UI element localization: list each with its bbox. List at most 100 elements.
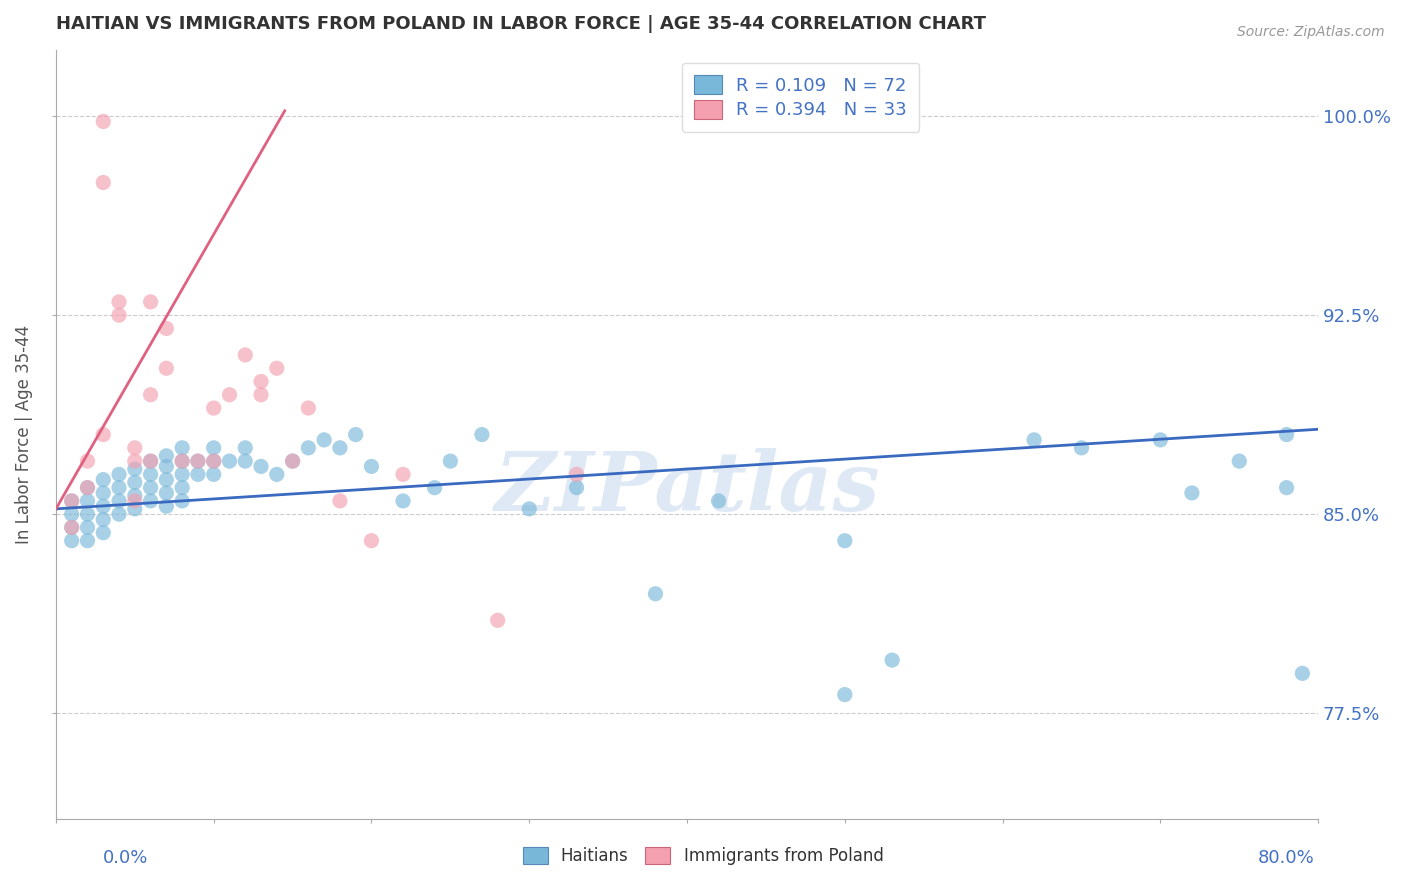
Point xyxy=(76,520,98,534)
Point xyxy=(108,308,131,322)
Point xyxy=(644,587,666,601)
Point xyxy=(155,500,177,514)
Point xyxy=(155,449,177,463)
Point xyxy=(76,494,98,508)
Point xyxy=(882,653,904,667)
Point xyxy=(172,467,194,482)
Point xyxy=(1275,481,1298,495)
Point xyxy=(1181,486,1204,500)
Point xyxy=(314,433,336,447)
Point xyxy=(91,525,114,540)
Point xyxy=(91,427,114,442)
Legend: R = 0.109   N = 72, R = 0.394   N = 33: R = 0.109 N = 72, R = 0.394 N = 33 xyxy=(682,62,920,132)
Point xyxy=(565,467,588,482)
Point xyxy=(139,454,162,468)
Point xyxy=(834,533,856,548)
Point xyxy=(834,688,856,702)
Point xyxy=(392,494,415,508)
Legend: Haitians, Immigrants from Poland: Haitians, Immigrants from Poland xyxy=(513,837,893,875)
Point xyxy=(124,494,146,508)
Point xyxy=(218,388,240,402)
Point xyxy=(1149,433,1171,447)
Point xyxy=(124,475,146,490)
Point xyxy=(172,454,194,468)
Point xyxy=(187,454,209,468)
Point xyxy=(233,454,256,468)
Point xyxy=(250,459,273,474)
Point xyxy=(139,481,162,495)
Point xyxy=(139,467,162,482)
Point xyxy=(202,401,225,415)
Point xyxy=(108,294,131,309)
Point xyxy=(486,613,509,627)
Point xyxy=(707,494,730,508)
Point xyxy=(1024,433,1046,447)
Point xyxy=(266,467,288,482)
Text: 0.0%: 0.0% xyxy=(103,849,148,867)
Point xyxy=(1070,441,1092,455)
Point xyxy=(172,454,194,468)
Point xyxy=(76,454,98,468)
Point xyxy=(124,462,146,476)
Point xyxy=(202,454,225,468)
Point xyxy=(91,512,114,526)
Point xyxy=(124,489,146,503)
Point xyxy=(297,441,319,455)
Point xyxy=(76,481,98,495)
Point xyxy=(108,507,131,521)
Text: ZIPatlas: ZIPatlas xyxy=(495,449,880,528)
Point xyxy=(155,459,177,474)
Point xyxy=(202,441,225,455)
Point xyxy=(281,454,304,468)
Point xyxy=(250,388,273,402)
Point xyxy=(124,454,146,468)
Point xyxy=(172,481,194,495)
Point xyxy=(124,501,146,516)
Point xyxy=(281,454,304,468)
Point xyxy=(60,520,83,534)
Point xyxy=(202,454,225,468)
Point xyxy=(1227,454,1250,468)
Point xyxy=(108,494,131,508)
Point xyxy=(202,467,225,482)
Point xyxy=(565,481,588,495)
Point xyxy=(360,459,382,474)
Point xyxy=(172,441,194,455)
Point xyxy=(392,467,415,482)
Point xyxy=(517,501,540,516)
Point xyxy=(91,500,114,514)
Point xyxy=(250,375,273,389)
Point xyxy=(139,454,162,468)
Point xyxy=(76,533,98,548)
Point xyxy=(60,533,83,548)
Point xyxy=(297,401,319,415)
Point xyxy=(1275,427,1298,442)
Point xyxy=(60,507,83,521)
Point xyxy=(218,454,240,468)
Y-axis label: In Labor Force | Age 35-44: In Labor Force | Age 35-44 xyxy=(15,325,32,544)
Point xyxy=(108,481,131,495)
Point xyxy=(439,454,461,468)
Point xyxy=(155,361,177,376)
Point xyxy=(329,494,352,508)
Point xyxy=(155,486,177,500)
Point xyxy=(60,520,83,534)
Point xyxy=(155,321,177,335)
Point xyxy=(76,481,98,495)
Text: HAITIAN VS IMMIGRANTS FROM POLAND IN LABOR FORCE | AGE 35-44 CORRELATION CHART: HAITIAN VS IMMIGRANTS FROM POLAND IN LAB… xyxy=(56,15,986,33)
Point xyxy=(423,481,446,495)
Point xyxy=(91,176,114,190)
Point xyxy=(76,507,98,521)
Point xyxy=(266,361,288,376)
Point xyxy=(139,494,162,508)
Point xyxy=(60,494,83,508)
Point xyxy=(124,441,146,455)
Point xyxy=(360,533,382,548)
Point xyxy=(108,467,131,482)
Point xyxy=(329,441,352,455)
Point xyxy=(139,294,162,309)
Point xyxy=(139,388,162,402)
Point xyxy=(91,486,114,500)
Point xyxy=(471,427,494,442)
Point xyxy=(1291,666,1313,681)
